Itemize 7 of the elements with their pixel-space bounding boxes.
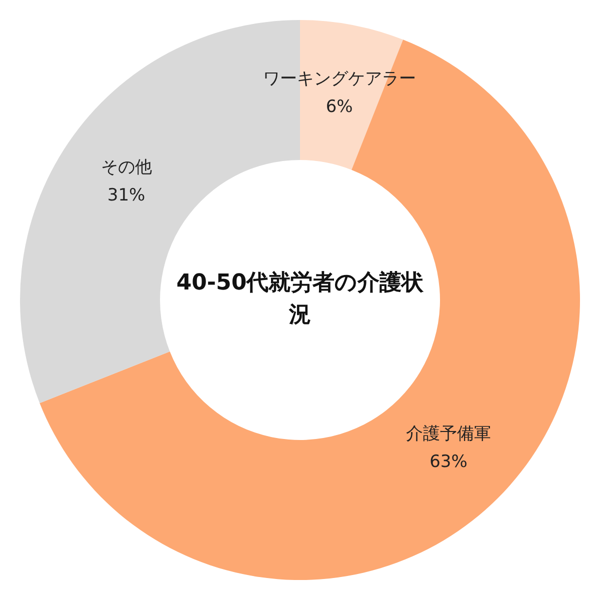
data-label: 6% — [326, 97, 353, 118]
slice-label: ワーキングケアラー — [262, 69, 416, 90]
text: 40-50代就労者の介護状況 — [176, 270, 425, 328]
data-label: 63% — [430, 452, 468, 472]
slice-label: 介護予備軍 — [406, 424, 491, 444]
data-label: 31% — [107, 185, 146, 206]
slice-label: その他 — [100, 157, 152, 178]
